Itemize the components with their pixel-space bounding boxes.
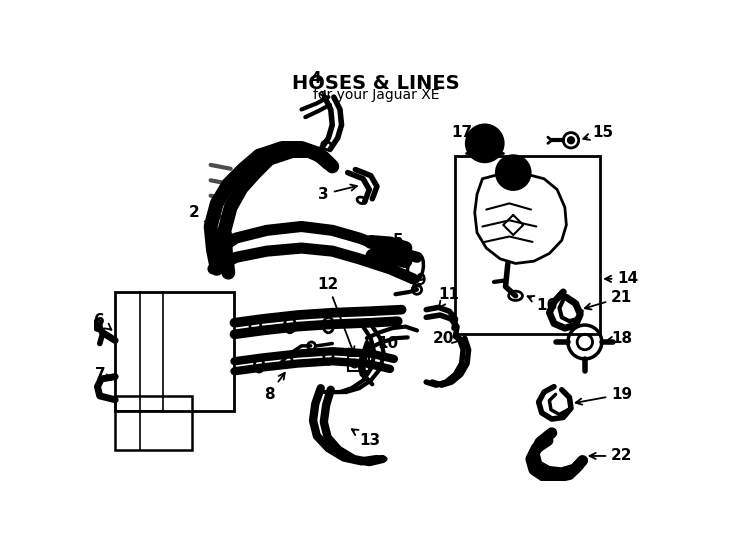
- Text: 10: 10: [377, 336, 398, 351]
- Text: 1: 1: [208, 219, 228, 246]
- Bar: [348, 356, 369, 372]
- Text: 9: 9: [412, 273, 426, 288]
- Text: 14: 14: [605, 272, 639, 286]
- Text: 16: 16: [528, 296, 558, 313]
- Text: 12: 12: [317, 276, 355, 353]
- Text: 2: 2: [189, 205, 221, 235]
- Circle shape: [466, 125, 504, 162]
- Text: 13: 13: [352, 429, 380, 448]
- Text: 21: 21: [585, 290, 632, 309]
- Text: for your Jaguar XE: for your Jaguar XE: [313, 88, 440, 102]
- Text: 11: 11: [438, 287, 459, 307]
- Bar: [115, 396, 192, 450]
- Text: 7: 7: [95, 367, 111, 382]
- Text: 4: 4: [310, 71, 324, 98]
- Circle shape: [496, 156, 530, 190]
- Circle shape: [568, 137, 574, 143]
- Text: 8: 8: [264, 373, 285, 402]
- Text: 6: 6: [95, 313, 112, 330]
- Text: 17: 17: [451, 125, 481, 145]
- Text: 19: 19: [575, 387, 632, 404]
- Text: 22: 22: [589, 448, 633, 463]
- Text: 18: 18: [606, 330, 632, 346]
- Text: 5: 5: [393, 233, 403, 251]
- Text: 15: 15: [584, 125, 614, 140]
- Text: 3: 3: [319, 185, 357, 201]
- Bar: [456, 156, 600, 334]
- Text: 20: 20: [432, 330, 459, 346]
- Text: HOSES & LINES: HOSES & LINES: [292, 74, 460, 93]
- Bar: [115, 292, 234, 411]
- Circle shape: [476, 134, 494, 153]
